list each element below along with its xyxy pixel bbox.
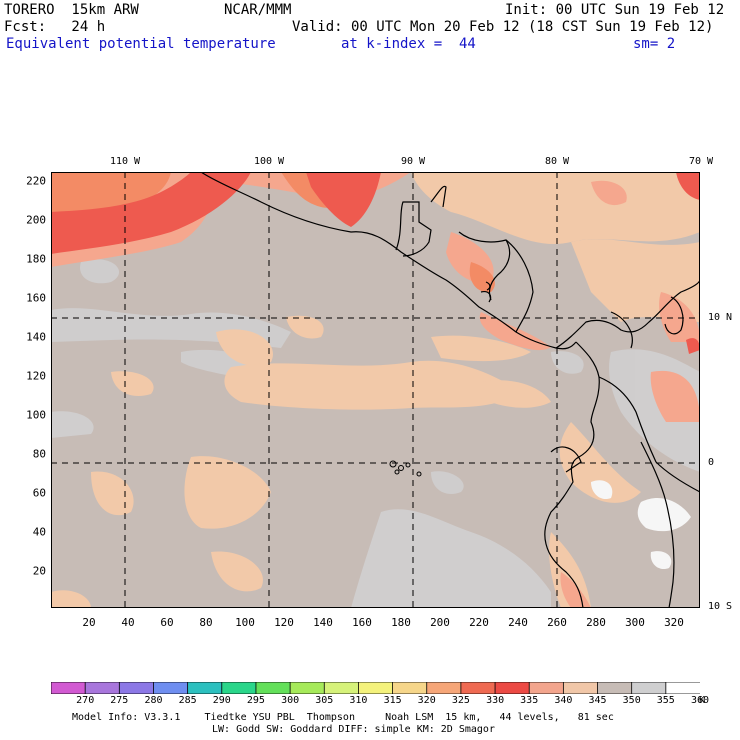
colorbar-swatch [118,682,155,694]
colorbar-label: 355 [656,695,675,706]
colorbar-swatch [221,682,257,694]
smoothing-label: sm= 2 [633,36,676,52]
lat-label-10n: 10 N [708,312,733,323]
map-border [51,172,700,608]
colorbar-swatch [494,682,531,694]
lon-label-100w: 100 W [253,156,285,167]
colorbar-label: 320 [417,695,436,706]
colorbar-label: 280 [144,695,163,706]
x-tick: 60 [160,616,174,629]
colorbar-label: 350 [622,695,641,706]
red-shading [51,172,700,354]
x-tick: 320 [664,616,684,629]
colorbar-label: 305 [315,695,334,706]
y-tick: 140 [26,330,46,344]
lon-label-80w: 80 W [544,156,570,167]
field-name: Equivalent potential temperature [6,36,276,52]
colorbar-label: 300 [281,695,300,706]
colorbar-label: 315 [383,695,402,706]
tan-shading [51,172,700,608]
colorbar-swatch [187,682,223,694]
model-name: TORERO 15km ARW [4,2,139,18]
center-name: NCAR/MMM [224,2,292,18]
colorbar-label: 290 [212,695,231,706]
colorbar-swatch [426,682,462,694]
level-label: at k-index = 44 [341,36,476,52]
x-tick: 260 [547,616,567,629]
colorbar [51,682,700,694]
y-tick: 120 [26,369,46,383]
colorbar-swatch [153,682,189,694]
x-tick: 200 [430,616,450,629]
model-physics: LW: Godd SW: Goddard DIFF: simple KM: 2D… [212,724,495,735]
colorbar-swatch [631,682,667,694]
x-tick: 80 [199,616,213,629]
colorbar-swatch [562,682,599,694]
colorbar-label: 345 [588,695,607,706]
y-tick: 220 [26,174,46,188]
lat-label-10s: 10 S [708,601,733,612]
x-tick: 180 [391,616,411,629]
colorbar-label: 330 [486,695,505,706]
valid-time: Valid: 00 UTC Mon 20 Feb 12 (18 CST Sun … [292,19,714,35]
x-tick: 120 [274,616,294,629]
x-tick: 20 [82,616,96,629]
colorbar-swatch [289,682,326,694]
white-shading [591,480,691,570]
x-tick: 100 [235,616,255,629]
lon-label-110w: 110 W [109,156,141,167]
lon-label-70w: 70 W [688,156,714,167]
model-info: Model Info: V3.3.1 Tiedtke YSU PBL Thomp… [72,712,614,723]
colorbar-swatch [528,682,565,694]
x-tick: 140 [313,616,333,629]
y-tick: 60 [32,486,46,500]
colorbar-swatch [665,682,700,694]
colorbar-swatch [358,682,394,694]
colorbar-swatch [597,682,633,694]
x-tick: 240 [508,616,528,629]
forecast-hour: Fcst: 24 h [4,19,106,35]
colorbar-label: 295 [246,695,265,706]
colorbar-swatch [460,682,496,694]
colorbar-swatch [84,682,121,694]
y-tick: 20 [32,564,46,578]
y-tick: 100 [26,408,46,422]
galapagos-islands [389,460,422,477]
y-tick: 80 [32,447,46,461]
init-time: Init: 00 UTC Sun 19 Feb 12 [505,2,725,18]
colorbar-swatch [51,682,87,694]
colorbar-label: 335 [520,695,539,706]
colorbar-label: 340 [554,695,573,706]
colorbar-label: 285 [178,695,197,706]
colorbar-label: 275 [110,695,129,706]
colorbar-label: 270 [76,695,95,706]
colorbar-swatch [255,682,292,694]
lat-label-eq: 0 [708,457,715,468]
x-tick: 280 [586,616,606,629]
x-tick: 160 [352,616,372,629]
colorbar-swatch [392,682,428,694]
lat-lon-grid [51,172,700,608]
y-tick: 200 [26,213,46,227]
x-tick: 40 [121,616,135,629]
y-tick: 40 [32,525,46,539]
colorbar-label: 360 [690,695,710,706]
map-plot [51,172,700,608]
colorbar-unit: K [698,695,706,706]
lon-label-90w: 90 W [400,156,426,167]
colorbar-label: 325 [451,695,470,706]
y-tick: 180 [26,252,46,266]
colorbar-swatch [323,682,360,694]
colorbar-label: 310 [349,695,368,706]
y-tick: 160 [26,291,46,305]
x-tick: 300 [625,616,645,629]
x-tick: 220 [469,616,489,629]
